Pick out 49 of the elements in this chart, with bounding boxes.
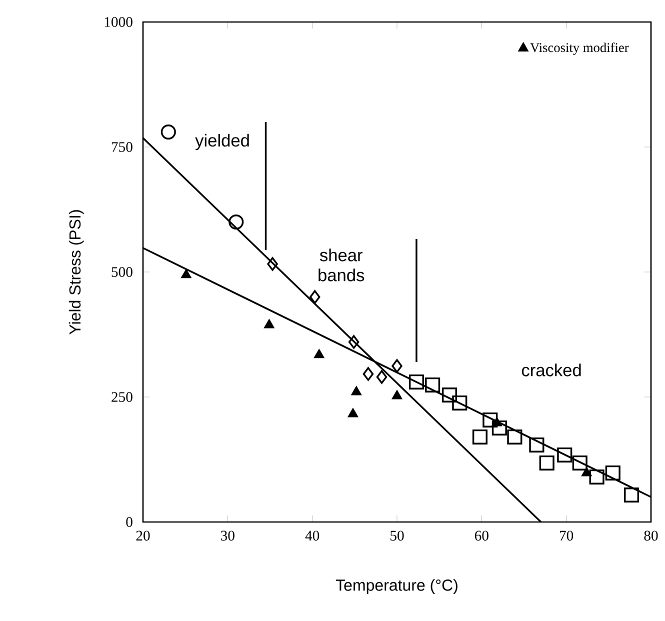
point xyxy=(348,335,360,349)
point xyxy=(310,290,320,304)
point xyxy=(572,455,588,471)
y-tick-label: 750 xyxy=(112,142,132,152)
point xyxy=(492,417,502,426)
x-tick-label: 40 xyxy=(305,530,320,541)
point xyxy=(362,367,374,381)
point xyxy=(624,487,640,503)
point xyxy=(472,429,488,445)
point xyxy=(425,377,440,393)
x-tick-label: 60 xyxy=(474,530,488,541)
point xyxy=(348,408,358,418)
legend-label: Viscosity modifier xyxy=(530,42,629,55)
y-tick-label: 0 xyxy=(126,517,132,527)
point xyxy=(267,257,278,271)
y-tick-label: 1000 xyxy=(104,17,132,27)
point xyxy=(392,390,402,400)
point xyxy=(557,447,572,463)
point xyxy=(264,319,274,328)
x-axis-title: Temperature (°C) xyxy=(336,579,458,594)
point xyxy=(529,437,544,453)
point xyxy=(314,349,324,358)
x-tick-label: 80 xyxy=(644,530,658,541)
point xyxy=(452,395,468,411)
point xyxy=(376,370,388,384)
point xyxy=(228,214,244,230)
point xyxy=(589,469,604,485)
point xyxy=(605,465,620,481)
x-tick-label: 50 xyxy=(390,530,404,541)
x-tick-label: 70 xyxy=(560,530,574,541)
y-tick-label: 500 xyxy=(112,267,132,277)
point xyxy=(582,467,592,476)
point xyxy=(539,455,554,471)
point xyxy=(181,269,192,278)
annotation: shear bands xyxy=(318,248,364,282)
point xyxy=(442,387,458,403)
y-tick-label: 250 xyxy=(112,392,132,402)
point xyxy=(507,429,522,445)
point xyxy=(482,412,498,428)
point xyxy=(351,386,362,396)
x-tick-label: 30 xyxy=(221,530,234,541)
y-axis-title: Yield Stress (PSI) xyxy=(68,210,84,334)
x-tick-label: 20 xyxy=(136,530,150,541)
point xyxy=(408,374,424,390)
point xyxy=(492,420,507,436)
point xyxy=(392,359,402,373)
annotation: cracked xyxy=(522,364,581,376)
annotation: yielded xyxy=(195,134,249,150)
point xyxy=(160,124,176,140)
